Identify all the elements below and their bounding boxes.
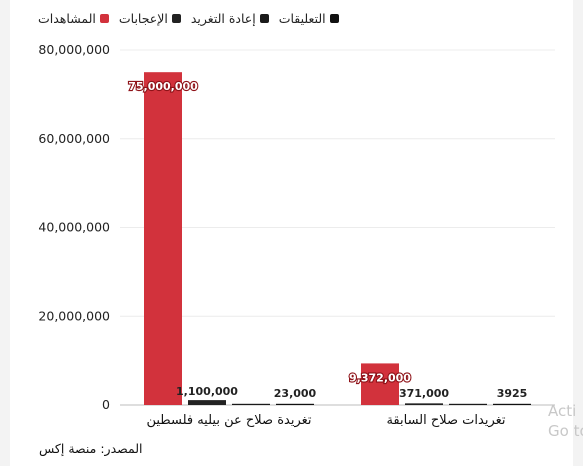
data-label: 75,000,000 [128,80,198,93]
bar [405,403,443,405]
legend-label-comments: التعليقات [278,11,326,26]
bar [276,403,314,405]
legend-label-likes: الإعجابات [118,11,168,26]
chart-legend: المشاهدات الإعجابات إعادة التغريد التعلي… [38,11,339,26]
bar [361,363,399,405]
y-tick-label: 0 [102,397,110,412]
legend-swatch-comments [329,14,339,23]
bar [144,72,182,405]
right-margin-strip [573,0,583,466]
bar [493,403,531,405]
activation-watermark: Acti Go to [548,402,583,441]
y-tick-label: 80,000,000 [38,42,110,57]
watermark-line-2: Go to [548,421,583,440]
legend-item-likes[interactable]: الإعجابات [119,11,181,26]
legend-item-comments[interactable]: التعليقات [279,11,339,26]
data-label: 1,100,000 [176,385,238,398]
data-label: 371,000 [399,387,449,400]
y-tick-label: 60,000,000 [38,131,110,146]
x-category-label: تغريدة صلاح عن بيليه فلسطين [146,413,311,428]
bar [188,400,226,405]
source-note: المصدر: منصة إكس [39,441,143,456]
legend-swatch-retweets [259,14,269,23]
legend-item-retweets[interactable]: إعادة التغريد [191,11,269,26]
bar [232,403,270,405]
bar [449,403,487,405]
legend-swatch-likes [171,14,181,23]
x-category-label: تغريدات صلاح السابقة [386,413,505,428]
data-label: 3925 [497,387,528,400]
legend-item-views[interactable]: المشاهدات [38,11,109,26]
y-tick-label: 20,000,000 [38,308,110,323]
legend-label-views: المشاهدات [38,11,96,26]
data-label: 23,000 [274,387,317,400]
watermark-line-1: Acti [548,402,577,420]
y-tick-label: 40,000,000 [38,220,110,235]
left-margin-strip [0,0,10,466]
legend-swatch-views [99,14,109,23]
legend-label-retweets: إعادة التغريد [190,11,256,26]
data-label: 9,372,000 [349,371,411,384]
